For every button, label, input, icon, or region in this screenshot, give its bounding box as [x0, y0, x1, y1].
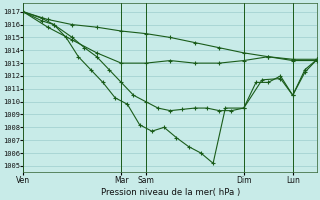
- X-axis label: Pression niveau de la mer( hPa ): Pression niveau de la mer( hPa ): [100, 188, 240, 197]
